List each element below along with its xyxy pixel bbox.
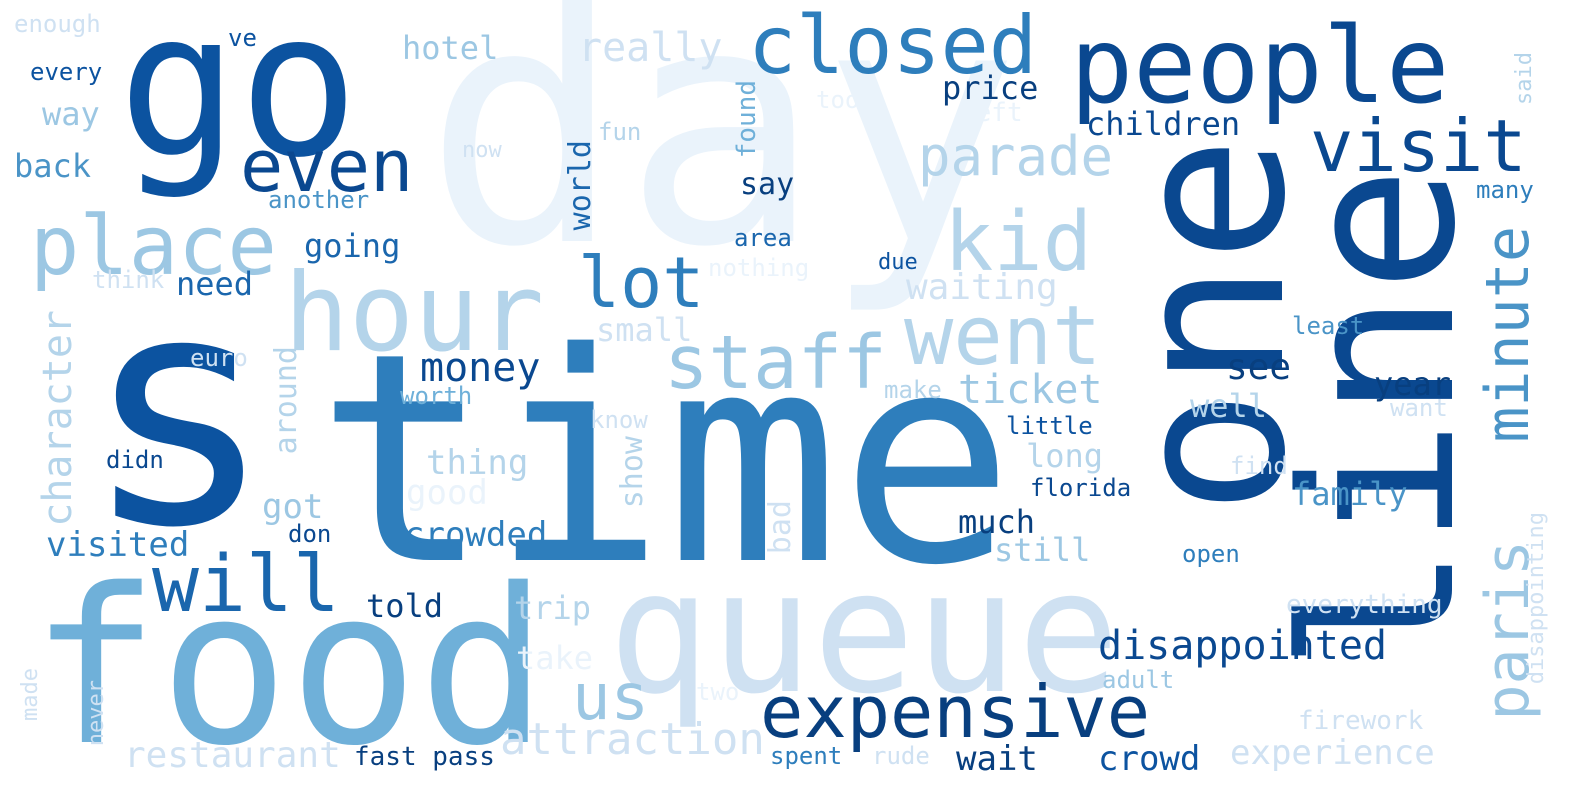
word-good: good (406, 473, 488, 513)
word-went: went (904, 289, 1102, 384)
word-expensive: expensive (760, 670, 1151, 754)
word-take: take (516, 639, 594, 677)
word-waiting: waiting (906, 267, 1058, 308)
word-area: area (734, 224, 792, 252)
word-nothing: nothing (708, 254, 810, 282)
word-enough: enough (14, 10, 101, 38)
word-florida: florida (1030, 474, 1132, 502)
word-think: think (92, 266, 165, 294)
word-people: people (1070, 5, 1450, 127)
word-say: say (740, 167, 795, 202)
word-open: open (1182, 540, 1240, 568)
word-really: really (578, 25, 723, 71)
word-spent: spent (770, 742, 843, 770)
word-firework: firework (1298, 706, 1424, 736)
word-around: around (269, 346, 304, 455)
word-year: year (1374, 365, 1452, 403)
word-show: show (615, 436, 650, 509)
word-didn: didn (106, 446, 164, 474)
word-fun: fun (598, 118, 642, 146)
word-day: day (424, 0, 1021, 319)
word-two: two (696, 678, 740, 706)
word-got: got (262, 487, 324, 527)
word-ticket: ticket (958, 367, 1103, 413)
word-us: us (572, 661, 650, 735)
word-attraction: attraction (500, 714, 765, 765)
word-family: family (1292, 475, 1408, 513)
word-found: found (732, 80, 762, 159)
word-wait: wait (956, 739, 1038, 779)
word-said: said (1512, 52, 1537, 105)
word-visited: visited (46, 525, 190, 565)
word-little: little (1006, 412, 1093, 440)
word-hour: hour (284, 251, 545, 376)
word-parade: parade (918, 125, 1114, 188)
word-disappointing: disappointing (1524, 512, 1549, 685)
word-well: well (1190, 387, 1268, 425)
word-euro: euro (190, 344, 248, 372)
word-children: children (1086, 105, 1241, 143)
word-told: told (366, 587, 444, 625)
word-back: back (14, 147, 92, 185)
word-place: place (30, 199, 277, 294)
word-rude: rude (872, 742, 930, 770)
word-due: due (878, 250, 918, 275)
word-left: left (960, 98, 1023, 128)
word-never: never (84, 680, 109, 747)
word-s: s (82, 226, 275, 598)
word-staff: staff (664, 320, 887, 406)
word-now: now (462, 138, 502, 163)
word-every: every (30, 58, 103, 86)
word-time: time (316, 292, 1015, 629)
word-everything: everything (1286, 590, 1443, 620)
word-bad: bad (763, 500, 798, 555)
word-need: need (176, 265, 254, 303)
word-make: make (884, 376, 942, 404)
word-want: want (1390, 394, 1448, 422)
word-least: least (1292, 312, 1365, 340)
word-thing: thing (426, 443, 529, 483)
word-closed: closed (748, 0, 1037, 92)
word-took: took (816, 86, 874, 114)
word-crowded: crowded (404, 515, 548, 555)
word-kid: kid (944, 195, 1093, 290)
word-see: see (1226, 347, 1292, 388)
word-know: know (590, 406, 648, 434)
word-don: don (288, 520, 332, 548)
word-world: world (563, 140, 598, 231)
word-character: character (35, 310, 81, 527)
word-still: still (994, 531, 1091, 569)
word-visit: visit (1310, 104, 1527, 188)
word-will: will (152, 540, 340, 630)
word-queue: queue (608, 534, 1120, 732)
word-crowd: crowd (1098, 739, 1201, 779)
word-another: another (268, 186, 370, 214)
word-ve: ve (228, 24, 257, 52)
word-lot: lot (578, 242, 705, 324)
word-restaurant: restaurant (124, 735, 341, 776)
word-going: going (304, 227, 401, 265)
word-many: many (1476, 176, 1534, 204)
word-much: much (958, 503, 1036, 541)
word-food: food (30, 542, 548, 793)
word-go: go (118, 0, 359, 202)
word-worth: worth (400, 382, 473, 410)
word-trip: trip (514, 589, 592, 627)
word-adult: adult (1102, 666, 1175, 694)
word-long: long (1026, 437, 1104, 475)
word-made: made (18, 668, 43, 721)
word-hotel: hotel (402, 29, 499, 67)
word-fast-pass: fast pass (354, 742, 495, 772)
word-minute: minute (1473, 226, 1543, 443)
word-disappointed: disappointed (1098, 623, 1387, 669)
word-experience: experience (1230, 733, 1435, 773)
word-way: way (42, 95, 100, 133)
word-price: price (942, 69, 1039, 107)
word-small: small (596, 311, 693, 349)
word-find: find (1230, 452, 1288, 480)
word-money: money (420, 345, 541, 391)
word-even: even (240, 124, 414, 208)
